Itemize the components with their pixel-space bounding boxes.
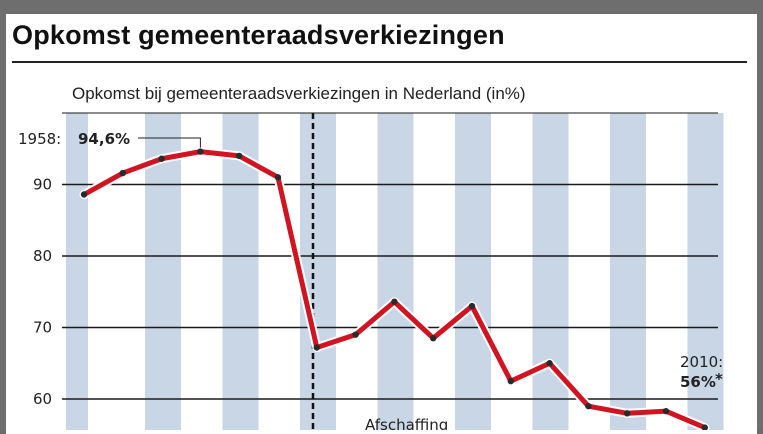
last-point-label: 2010: <box>680 353 723 371</box>
series-layer <box>79 147 710 430</box>
data-point <box>546 360 553 367</box>
chart-title: Opkomst gemeenteraadsverkiezingen <box>12 20 505 50</box>
data-point <box>352 331 359 338</box>
title-rule <box>12 61 747 63</box>
data-point <box>507 377 514 385</box>
data-point <box>80 191 88 198</box>
leader-line <box>138 137 201 148</box>
data-point <box>197 148 204 155</box>
data-point <box>313 344 320 351</box>
data-point <box>701 424 708 430</box>
data-point <box>236 152 243 160</box>
y-axis-ticks: 90 80 70 60 <box>33 176 52 409</box>
gridlines <box>62 112 718 400</box>
last-point-marker: * <box>715 370 723 388</box>
data-point <box>430 335 437 342</box>
divider-annotation: Afschaffing <box>365 416 448 430</box>
stripe <box>66 113 88 430</box>
data-point <box>274 174 282 181</box>
data-point <box>585 402 592 410</box>
data-point <box>468 302 476 310</box>
data-point <box>624 410 631 417</box>
first-point-value: 94,6% <box>78 130 130 148</box>
stripe <box>687 113 724 430</box>
data-point <box>391 298 398 305</box>
stripe <box>455 113 491 430</box>
y-tick-label: 60 <box>33 390 52 408</box>
data-point <box>158 155 165 162</box>
data-point <box>662 407 670 415</box>
y-tick-label: 90 <box>33 176 52 194</box>
y-tick-label: 70 <box>33 319 52 337</box>
stripe <box>610 113 646 430</box>
last-point-value: 56% <box>680 373 716 391</box>
first-point-label: 1958: <box>18 130 61 148</box>
chart-subtitle: Opkomst bij gemeenteraadsverkiezingen in… <box>72 84 526 103</box>
y-tick-label: 80 <box>33 247 52 265</box>
stripe <box>300 113 336 430</box>
stripe <box>377 113 414 430</box>
annotations-layer: 1958: 94,6% 2010: 56% * Afschaffing <box>18 130 723 430</box>
data-point <box>119 169 127 177</box>
